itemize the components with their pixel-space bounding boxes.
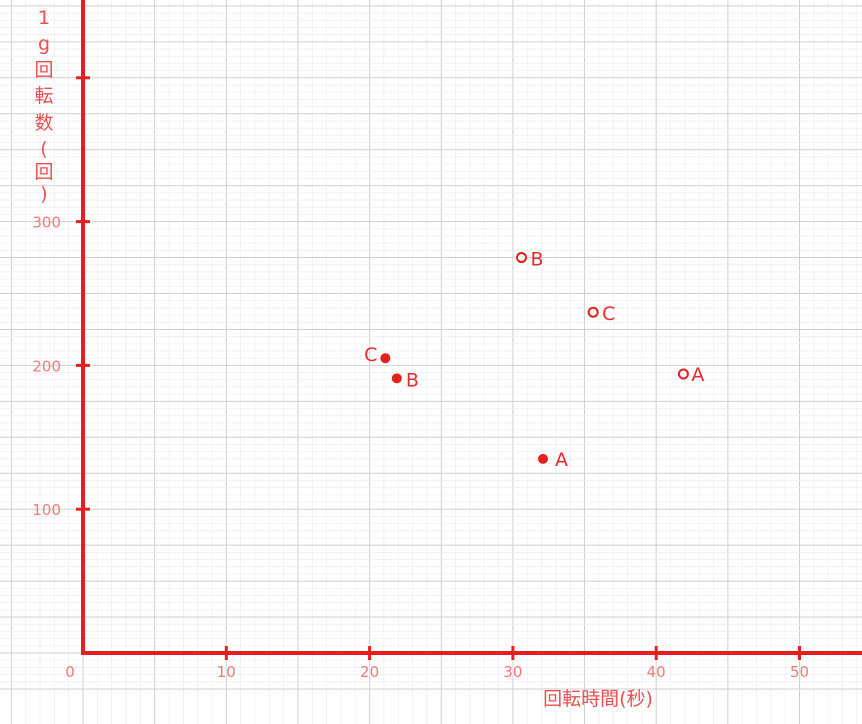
axes <box>81 0 862 655</box>
y-axis-label-char: 数 <box>34 112 53 134</box>
y-axis-label-char: ) <box>40 183 47 205</box>
data-point-filled <box>391 373 402 384</box>
data-points: A B C A B C <box>364 249 704 471</box>
data-point-label: B <box>406 369 419 391</box>
data-point-label: A <box>555 449 568 471</box>
x-axis-label: 回転時間(秒) <box>543 688 653 710</box>
data-point-label: C <box>364 344 377 366</box>
y-axis-label-char: 転 <box>34 85 53 107</box>
data-point-label: C <box>602 303 615 325</box>
y-axis-label-char: 回 <box>34 59 53 81</box>
x-tick-label: 20 <box>360 663 379 681</box>
data-point-open <box>677 368 689 380</box>
data-point-filled <box>537 453 548 464</box>
y-tick-label: 300 <box>32 214 61 232</box>
data-point-label: A <box>691 364 704 386</box>
x-tick-label: 40 <box>647 663 666 681</box>
data-point-open <box>515 252 527 264</box>
tick-labels: 0 10 20 30 40 50 100 200 300 <box>32 214 809 681</box>
x-tick-label: 50 <box>790 663 809 681</box>
y-tick-label: 200 <box>32 357 61 375</box>
y-axis-label-char: 1 <box>38 7 50 29</box>
y-axis-label-char: 回 <box>34 161 53 183</box>
x-tick-label: 0 <box>65 663 75 681</box>
data-point-open <box>587 306 599 318</box>
data-point-filled <box>380 353 391 364</box>
x-tick-label: 30 <box>503 663 522 681</box>
y-axis-label-char: ( <box>40 138 47 160</box>
y-tick-label: 100 <box>32 501 61 519</box>
x-tick-label: 10 <box>217 663 236 681</box>
ticks <box>76 76 801 660</box>
y-axis-label-char: g <box>38 33 50 55</box>
data-point-label: B <box>530 249 543 271</box>
